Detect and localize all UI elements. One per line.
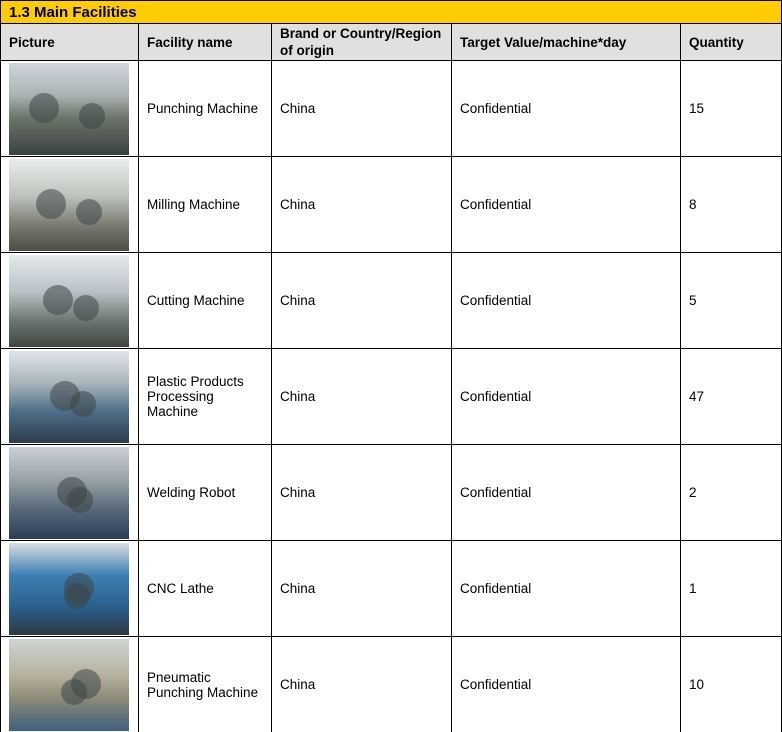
picture-cell <box>0 252 139 349</box>
facility-name: Milling Machine <box>138 156 272 253</box>
quantity: 15 <box>679 60 782 157</box>
table-row: Welding Robot China Confidential 2 <box>0 444 782 541</box>
origin: China <box>271 156 452 253</box>
table-row: Punching Machine China Confidential 15 <box>0 60 782 157</box>
quantity: 8 <box>679 156 782 253</box>
facility-photo <box>9 350 129 443</box>
target-value: Confidential <box>451 252 681 349</box>
picture-cell <box>0 348 139 445</box>
quantity: 5 <box>679 252 782 349</box>
origin: China <box>271 444 452 541</box>
facility-photo <box>9 542 129 635</box>
facility-photo <box>9 254 129 347</box>
facility-name: Cutting Machine <box>138 252 272 349</box>
facility-name: Pneumatic Punching Machine <box>138 636 272 732</box>
picture-cell <box>0 636 139 732</box>
quantity: 1 <box>679 540 782 637</box>
table-row: Cutting Machine China Confidential 5 <box>0 252 782 349</box>
origin: China <box>271 636 452 732</box>
facility-name: Punching Machine <box>138 60 272 157</box>
facility-photo <box>9 158 129 251</box>
target-value: Confidential <box>451 60 681 157</box>
facility-photo <box>9 62 129 155</box>
facility-photo <box>9 446 129 539</box>
section-title-row: 1.3 Main Facilities <box>0 0 782 24</box>
picture-cell <box>0 540 139 637</box>
origin: China <box>271 252 452 349</box>
target-value: Confidential <box>451 540 681 637</box>
target-value: Confidential <box>451 156 681 253</box>
quantity: 47 <box>679 348 782 445</box>
table-row: Plastic Products Processing Machine Chin… <box>0 348 782 445</box>
header-picture: Picture <box>0 23 139 61</box>
picture-cell <box>0 156 139 253</box>
header-origin: Brand or Country/Region of origin <box>271 23 452 61</box>
quantity: 2 <box>679 444 782 541</box>
origin: China <box>271 540 452 637</box>
origin: China <box>271 60 452 157</box>
target-value: Confidential <box>451 348 681 445</box>
origin: China <box>271 348 452 445</box>
section-title: 1.3 Main Facilities <box>0 0 782 24</box>
facility-name: Plastic Products Processing Machine <box>138 348 272 445</box>
table-row: CNC Lathe China Confidential 1 <box>0 540 782 637</box>
table-header-row: Picture Facility name Brand or Country/R… <box>0 23 782 61</box>
table-row: Pneumatic Punching Machine China Confide… <box>0 636 782 732</box>
picture-cell <box>0 60 139 157</box>
header-facility-name: Facility name <box>138 23 272 61</box>
facility-name: Welding Robot <box>138 444 272 541</box>
header-quantity: Quantity <box>679 23 782 61</box>
header-target-value: Target Value/machine*day <box>451 23 681 61</box>
facility-photo <box>9 638 129 731</box>
table-row: Milling Machine China Confidential 8 <box>0 156 782 253</box>
facility-name: CNC Lathe <box>138 540 272 637</box>
target-value: Confidential <box>451 444 681 541</box>
quantity: 10 <box>679 636 782 732</box>
picture-cell <box>0 444 139 541</box>
target-value: Confidential <box>451 636 681 732</box>
